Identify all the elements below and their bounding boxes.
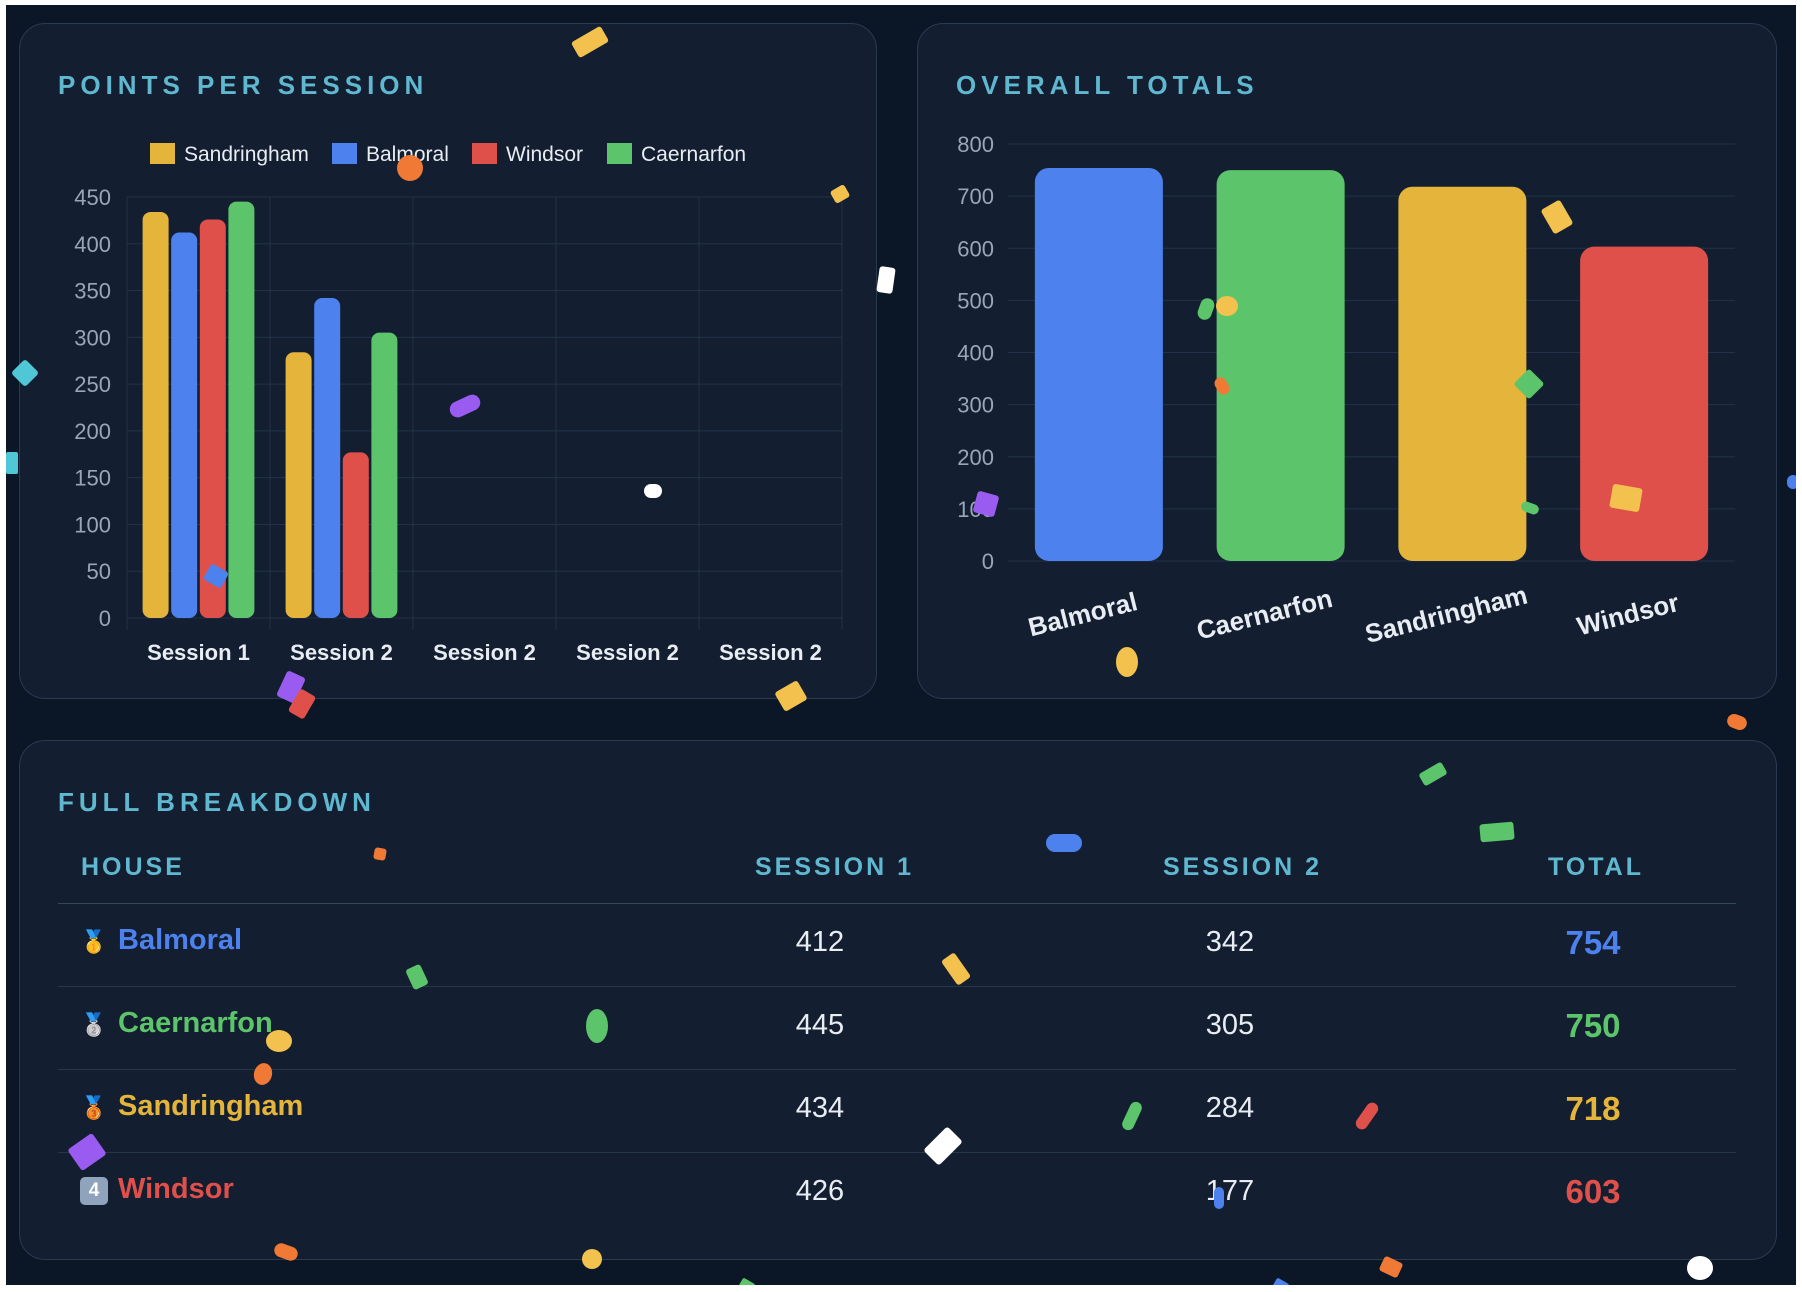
x-tick-label: Session 2: [719, 640, 822, 665]
bar-sandringham-2: [285, 352, 312, 618]
table-row: 🥉 Sandringham 434 284 718: [20, 1070, 1778, 1153]
y-tick-label: 0: [982, 549, 994, 574]
full-breakdown-panel: FULL BREAKDOWN HOUSE SESSION 1 SESSION 2…: [19, 740, 1777, 1260]
medal-icon: 🥇: [80, 929, 108, 954]
session-1-score: 434: [795, 1092, 845, 1124]
y-tick-label: 100: [957, 497, 994, 522]
medal-icon: 🥈: [80, 1012, 108, 1037]
house-name: Caernarfon: [118, 1007, 273, 1039]
legend-label: Windsor: [506, 143, 583, 166]
session-2-score: 177: [1205, 1175, 1255, 1207]
row-divider: [58, 1069, 1736, 1070]
total-bar-caernarfon: [1216, 170, 1345, 561]
x-tick-label: Session 1: [147, 640, 250, 665]
x-tick-label: Windsor: [1574, 587, 1682, 641]
x-tick-label: Session 2: [433, 640, 536, 665]
x-tick-label: Balmoral: [1025, 586, 1140, 642]
bar-windsor-2: [342, 452, 369, 618]
session-1-score: 445: [795, 1009, 845, 1041]
y-tick-label: 450: [74, 185, 111, 210]
session-2-score: 342: [1205, 926, 1255, 958]
y-tick-label: 250: [74, 372, 111, 397]
session-2-score: 305: [1205, 1009, 1255, 1041]
legend-swatch: [150, 143, 175, 164]
house-name: Balmoral: [118, 924, 243, 956]
y-tick-label: 600: [957, 236, 994, 261]
header-session-1: SESSION 1: [755, 853, 914, 881]
total-score: 718: [1565, 1090, 1621, 1127]
legend-swatch: [332, 143, 357, 164]
table-row: 4 Windsor 426 177 603: [20, 1153, 1778, 1236]
total-bar-balmoral: [1034, 167, 1163, 562]
x-tick-label: Session 2: [290, 640, 393, 665]
confetti-piece: [876, 266, 896, 294]
full-breakdown-title: FULL BREAKDOWN: [58, 787, 376, 817]
bar-windsor-1: [199, 219, 226, 618]
total-score: 750: [1565, 1007, 1621, 1044]
header-session-2: SESSION 2: [1163, 853, 1322, 881]
legend-item-balmoral: Balmoral: [332, 143, 449, 166]
header-house: HOUSE: [81, 853, 185, 881]
header-total: TOTAL: [1548, 853, 1645, 881]
legend-item-windsor: Windsor: [472, 143, 583, 166]
total-bar-windsor: [1580, 246, 1709, 561]
header-divider: [58, 903, 1736, 904]
points-per-session-chart: 0 50 100 150 200 250 300 350 400 450 Session 1 Sess…: [74, 143, 843, 665]
x-tick-label: Caernarfon: [1194, 583, 1336, 646]
y-tick-label: 400: [74, 232, 111, 257]
rank-badge-icon: 4: [80, 1177, 108, 1205]
confetti-piece: [1787, 475, 1796, 489]
house-name: Windsor: [118, 1173, 234, 1205]
total-bar-sandringham: [1398, 186, 1527, 561]
overall-totals-title: OVERALL TOTALS: [956, 70, 1259, 100]
y-tick-label: 0: [99, 606, 111, 631]
table-row: 🥈 Caernarfon 445 305 750: [20, 987, 1778, 1070]
bar-sandringham-1: [142, 211, 169, 619]
confetti-piece: [1725, 712, 1749, 732]
legend-label: Caernarfon: [641, 143, 746, 166]
total-score: 754: [1565, 924, 1621, 961]
session-2-score: 284: [1205, 1092, 1255, 1124]
y-tick-label: 800: [957, 132, 994, 157]
y-tick-label: 500: [957, 288, 994, 313]
row-divider: [58, 1152, 1736, 1153]
x-tick-label: Sandringham: [1362, 580, 1530, 649]
bar-balmoral-1: [171, 232, 198, 618]
session-1-score: 412: [795, 926, 845, 958]
y-tick-label: 300: [74, 325, 111, 350]
y-tick-label: 700: [957, 184, 994, 209]
y-tick-label: 50: [87, 559, 111, 584]
house-name: Sandringham: [118, 1090, 304, 1122]
y-tick-label: 350: [74, 279, 111, 304]
bar-caernarfon-2: [371, 332, 398, 618]
points-per-session-title: POINTS PER SESSION: [58, 70, 429, 100]
bar-balmoral-2: [314, 298, 341, 618]
bar-caernarfon-1: [228, 201, 255, 618]
legend-swatch: [472, 143, 497, 164]
legend-label: Sandringham: [184, 143, 309, 166]
x-tick-label: Session 2: [576, 640, 679, 665]
y-tick-label: 400: [957, 341, 994, 366]
session-1-score: 426: [795, 1175, 845, 1207]
medal-icon: 🥉: [80, 1095, 108, 1120]
legend-item-sandringham: Sandringham: [150, 143, 309, 166]
legend-swatch: [607, 143, 632, 164]
confetti-piece: [1270, 1277, 1290, 1285]
table-row: 🥇 Balmoral 412 342 754: [20, 904, 1778, 987]
confetti-piece: [736, 1277, 756, 1285]
confetti-piece: [6, 452, 18, 474]
y-tick-label: 300: [957, 393, 994, 418]
row-divider: [58, 986, 1736, 987]
legend-label: Balmoral: [366, 143, 449, 166]
y-tick-label: 150: [74, 466, 111, 491]
total-score: 603: [1565, 1173, 1621, 1210]
y-tick-label: 200: [957, 445, 994, 470]
points-per-session-panel: POINTS PER SESSION 0 50 100 150 200 250 300 350…: [19, 23, 877, 699]
dashboard: POINTS PER SESSION 0 50 100 150 200 250 300 350…: [6, 5, 1796, 1285]
overall-totals-panel: OVERALL TOTALS 0 100 200 300 400 500 600 700 800…: [917, 23, 1777, 699]
legend-item-caernarfon: Caernarfon: [607, 143, 746, 166]
y-tick-label: 100: [74, 512, 111, 537]
overall-totals-chart: 0 100 200 300 400 500 600 700 800 Balmoral Caernar…: [957, 132, 1735, 649]
y-tick-label: 200: [74, 419, 111, 444]
